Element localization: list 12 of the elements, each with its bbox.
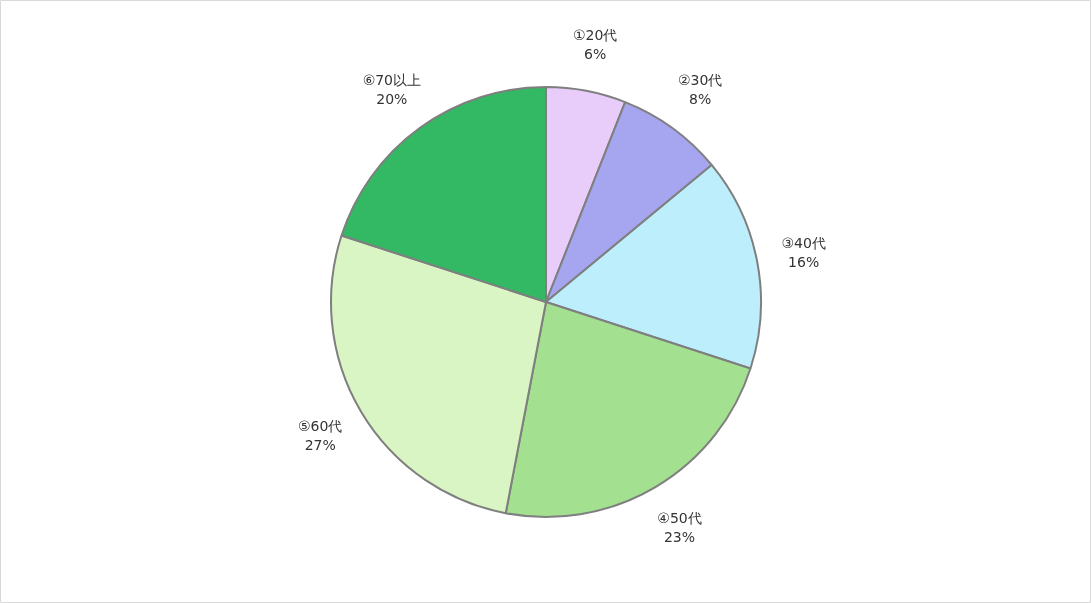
data-label: 6% (584, 45, 607, 62)
slice-label: ⑤60代 (298, 417, 343, 434)
slice-label: ②30代 (677, 72, 723, 89)
data-label: 23% (663, 529, 696, 546)
data-label: 20% (376, 91, 408, 108)
slice-label: ⑥70以上 (362, 72, 422, 89)
data-label: 8% (689, 91, 712, 108)
data-label: 16% (788, 254, 820, 271)
data-label: 27% (304, 437, 336, 454)
slice-label: ④50代 (657, 510, 702, 527)
slice-label: ③40代 (781, 235, 826, 252)
slice-label: ①20代 (572, 26, 618, 43)
